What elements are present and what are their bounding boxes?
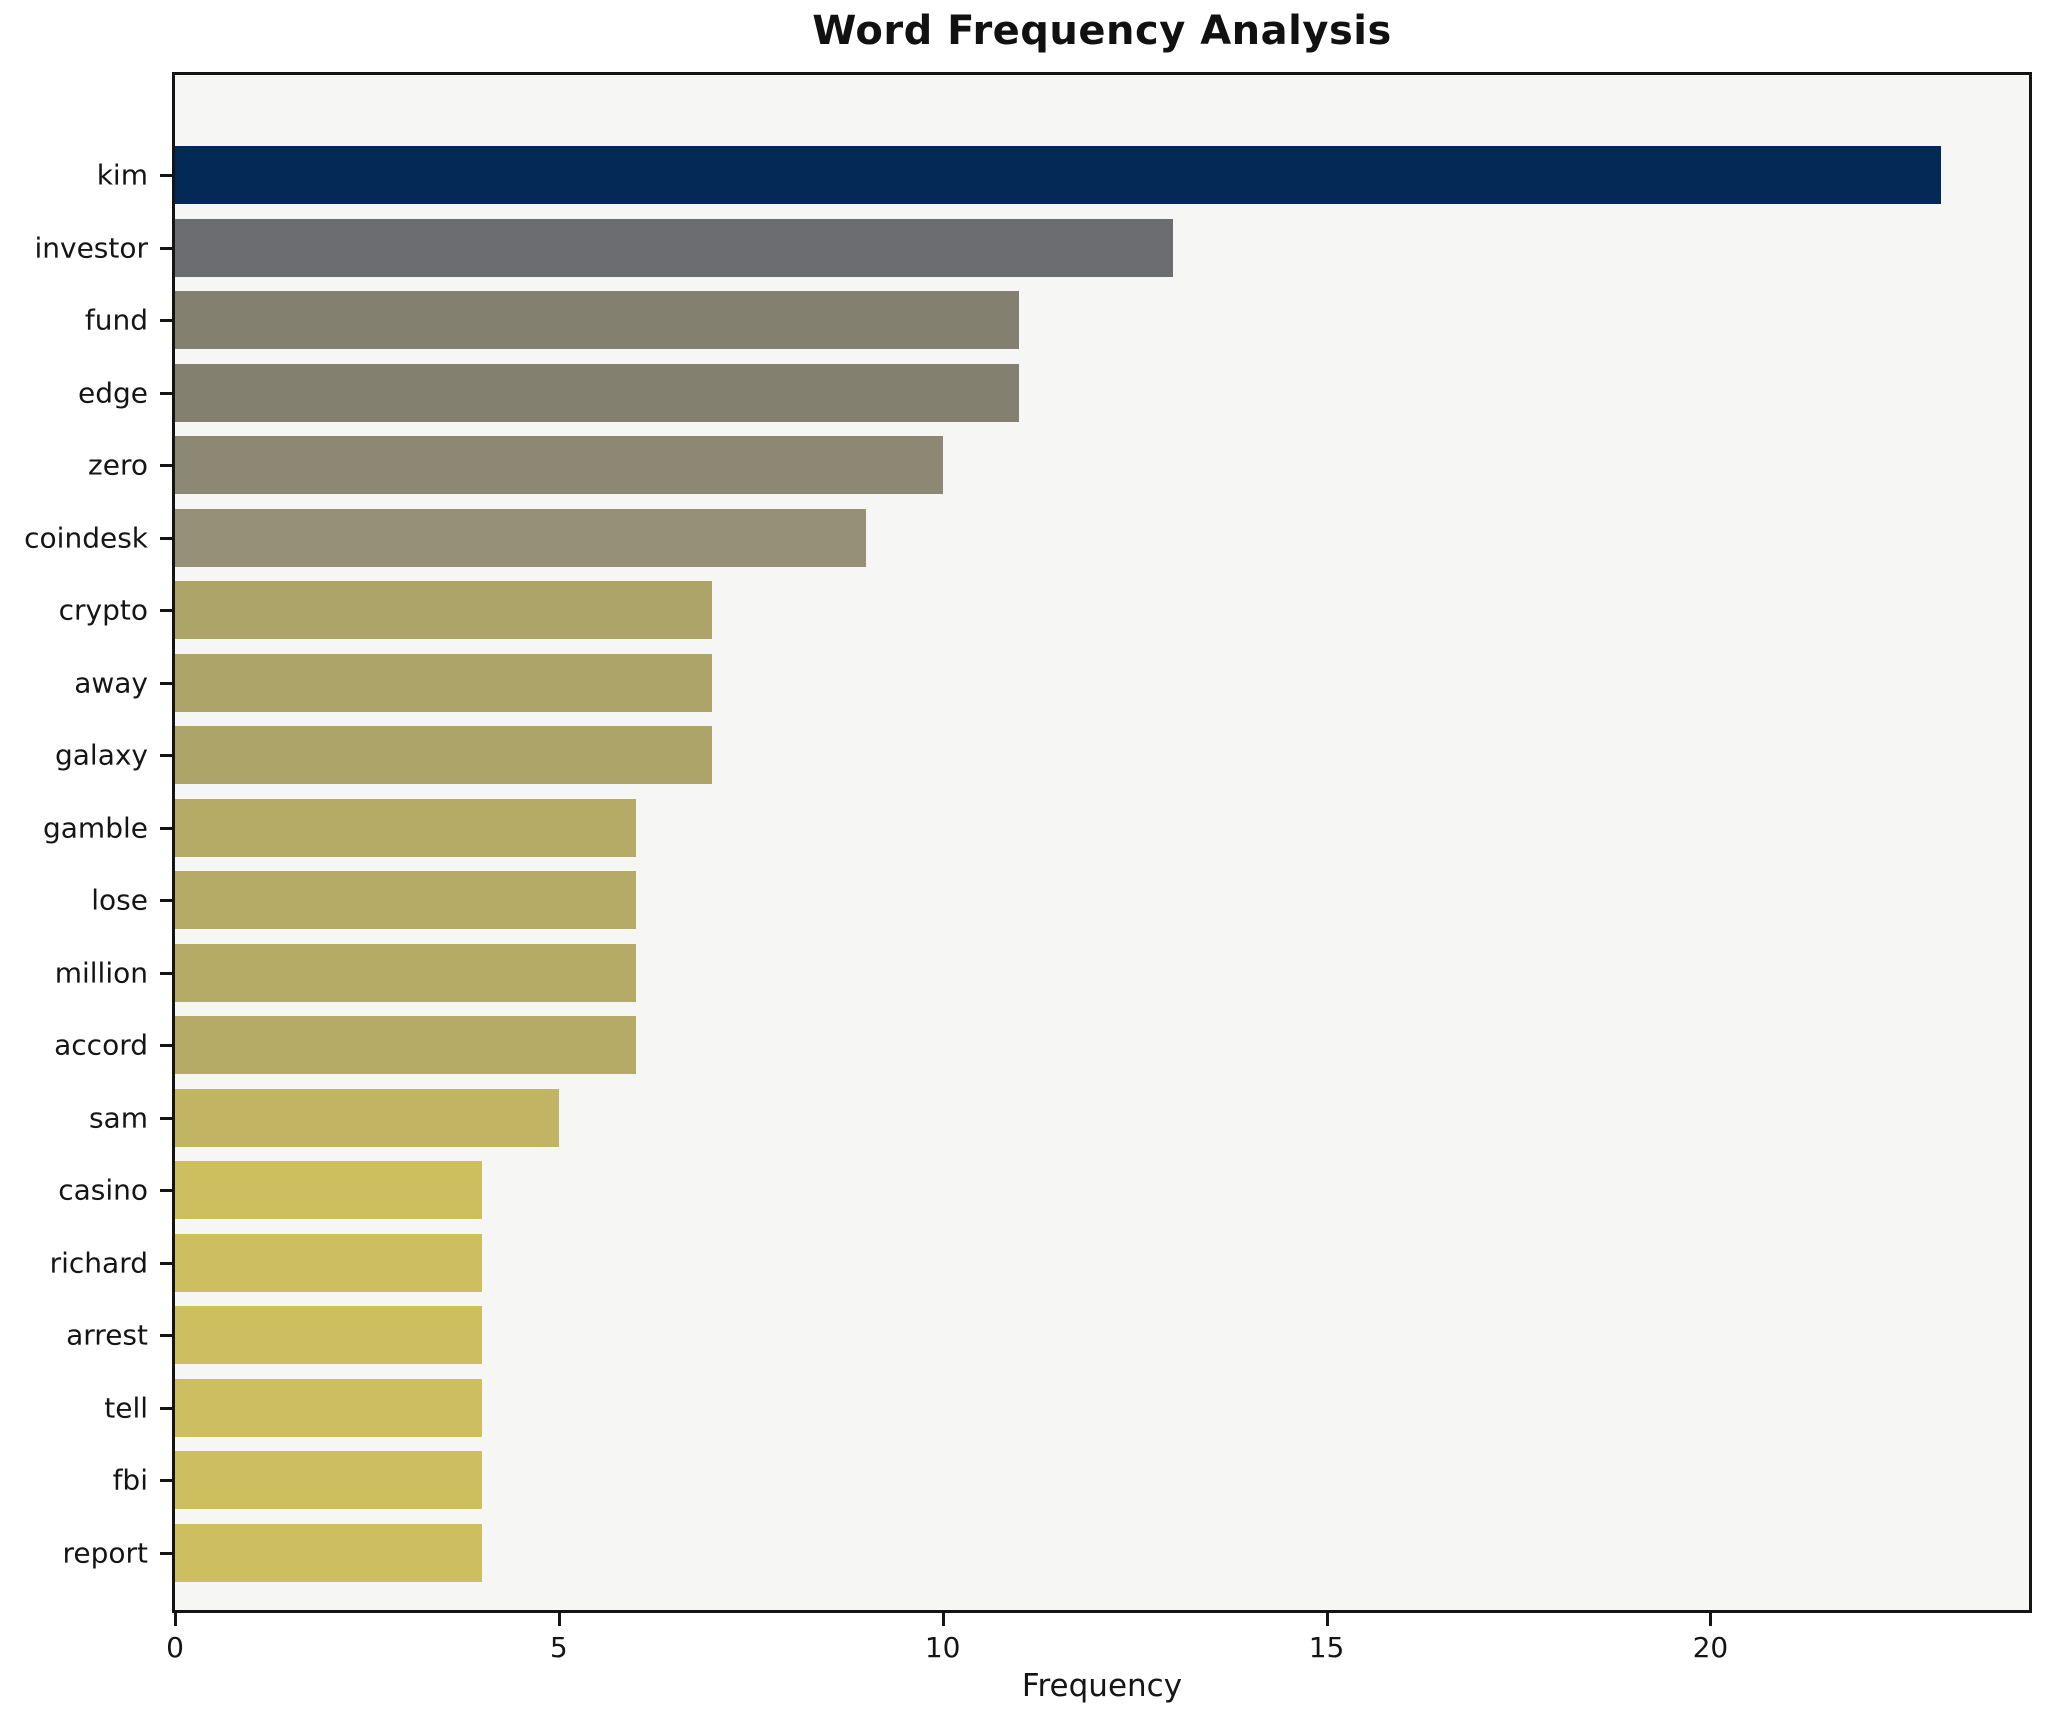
bar-richard	[175, 1233, 482, 1292]
bar-galaxy	[175, 726, 712, 785]
x-axis-label: Frequency	[1021, 1668, 1183, 1704]
bar-fund	[175, 291, 1019, 350]
x-tick-mark	[1325, 1613, 1329, 1626]
y-tick-mark	[160, 899, 172, 903]
bar-coindesk	[175, 508, 866, 567]
y-tick-mark	[160, 1334, 172, 1338]
y-tick-mark	[160, 681, 172, 685]
y-tick-mark	[160, 971, 172, 975]
x-tick-label-20: 20	[1692, 1631, 1729, 1664]
x-tick-label-0: 0	[166, 1631, 184, 1664]
y-tick-mark	[160, 464, 172, 468]
bar-million	[175, 943, 636, 1002]
bar-zero	[175, 436, 943, 495]
x-tick-label-15: 15	[1308, 1631, 1345, 1664]
y-tick-mark	[160, 391, 172, 395]
plot-area	[172, 72, 2032, 1613]
bar-fbi	[175, 1451, 482, 1510]
y-tick-label-richard: richard	[49, 1246, 148, 1280]
bar-gamble	[175, 798, 636, 857]
x-tick-mark	[941, 1613, 945, 1626]
bar-arrest	[175, 1306, 482, 1365]
y-tick-mark	[160, 1479, 172, 1483]
y-tick-label-crypto: crypto	[58, 593, 148, 627]
y-tick-mark	[160, 1406, 172, 1410]
y-tick-mark	[160, 174, 172, 177]
y-tick-label-casino: casino	[58, 1173, 148, 1207]
y-tick-label-kim: kim	[96, 158, 148, 192]
bar-sam	[175, 1088, 559, 1147]
y-tick-label-away: away	[74, 666, 148, 700]
y-tick-label-galaxy: galaxy	[54, 738, 148, 772]
bar-accord	[175, 1016, 636, 1075]
y-tick-mark	[160, 246, 172, 250]
y-tick-mark	[160, 319, 172, 323]
bar-kim	[175, 146, 1941, 204]
bar-tell	[175, 1378, 482, 1437]
y-tick-mark	[160, 1261, 172, 1265]
x-tick-mark	[1709, 1613, 1713, 1626]
y-tick-mark	[160, 1116, 172, 1120]
bar-report	[175, 1524, 482, 1582]
y-tick-mark	[160, 754, 172, 758]
y-tick-label-zero: zero	[88, 448, 148, 482]
x-tick-mark	[174, 1613, 177, 1626]
x-tick-label-5: 5	[549, 1631, 568, 1664]
y-tick-label-million: million	[54, 956, 148, 990]
y-tick-label-edge: edge	[78, 376, 148, 410]
bar-lose	[175, 871, 636, 930]
y-tick-label-lose: lose	[91, 883, 148, 917]
y-tick-label-fbi: fbi	[112, 1463, 148, 1497]
y-tick-label-investor: investor	[34, 231, 148, 265]
y-tick-mark	[160, 826, 172, 830]
bar-crypto	[175, 581, 712, 640]
y-tick-label-fund: fund	[84, 303, 148, 337]
bar-investor	[175, 218, 1173, 277]
y-tick-label-accord: accord	[54, 1028, 148, 1062]
y-tick-label-tell: tell	[104, 1391, 148, 1425]
y-tick-label-arrest: arrest	[66, 1318, 148, 1352]
y-tick-mark	[160, 609, 172, 613]
bar-away	[175, 653, 712, 712]
y-tick-mark	[160, 1552, 172, 1555]
y-tick-label-gamble: gamble	[43, 811, 148, 845]
y-tick-label-coindesk: coindesk	[24, 521, 148, 555]
y-tick-label-report: report	[62, 1536, 148, 1570]
x-tick-label-10: 10	[924, 1631, 961, 1664]
chart-title: Word Frequency Analysis	[812, 8, 1392, 54]
y-tick-mark	[160, 1044, 172, 1048]
bar-edge	[175, 363, 1019, 422]
x-tick-mark	[557, 1613, 561, 1626]
bar-casino	[175, 1161, 482, 1220]
y-tick-mark	[160, 536, 172, 540]
y-tick-label-sam: sam	[88, 1101, 148, 1135]
y-tick-mark	[160, 1189, 172, 1193]
